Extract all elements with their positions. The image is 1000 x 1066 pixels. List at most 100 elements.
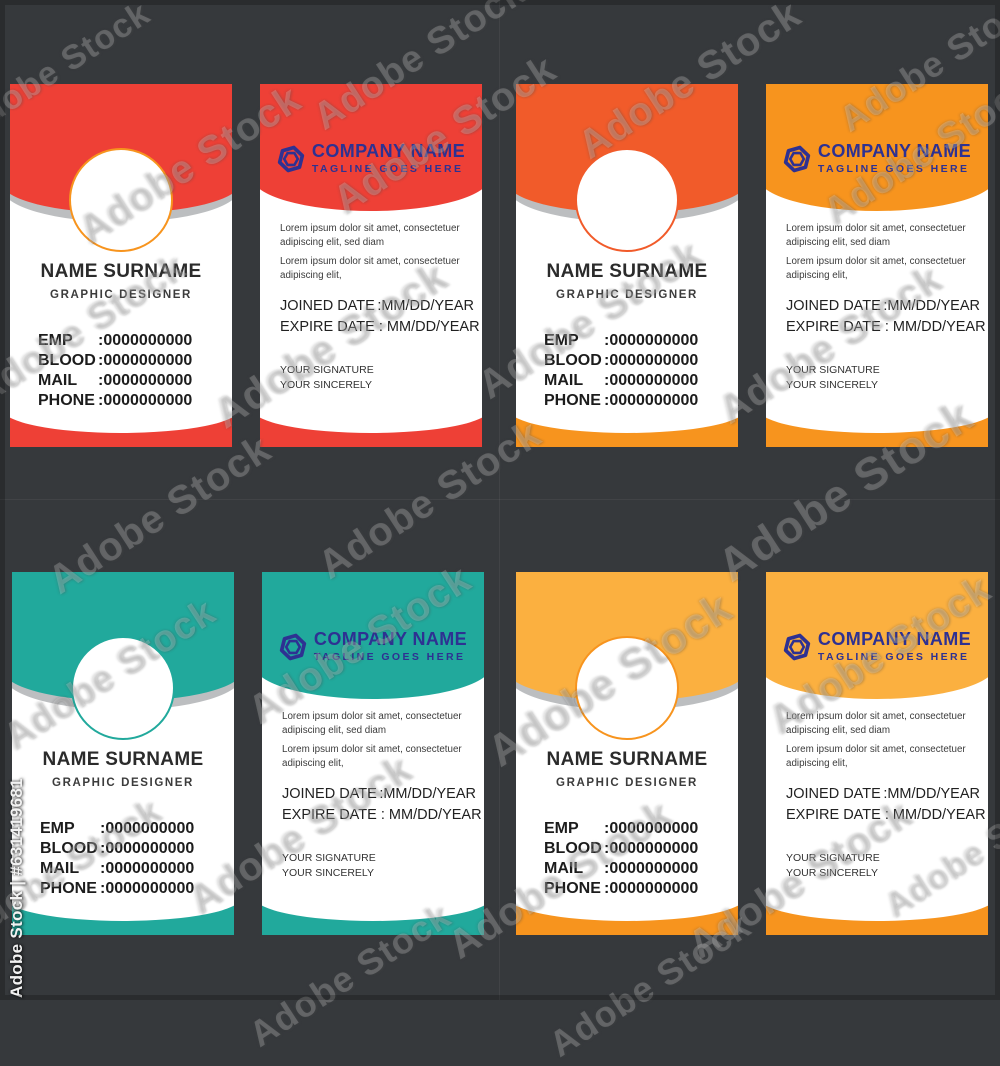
signature-line-1: YOUR SIGNATURE (786, 364, 880, 376)
employee-name: NAME SURNAME (40, 261, 202, 282)
joined-date-value: :MM/DD/YEAR (379, 786, 476, 802)
employee-role: GRAPHIC DESIGNER (556, 289, 698, 301)
field-row-blood: BLOOD :0000000000 (544, 351, 698, 371)
field-value: :0000000000 (98, 372, 193, 389)
field-value: :0000000000 (604, 372, 699, 389)
field-label: MAIL (544, 860, 584, 877)
field-label: BLOOD (544, 352, 602, 369)
joined-date-label: JOINED DATE (786, 298, 881, 314)
expire-date-row: EXPIRE DATE : MM/DD/YEAR (786, 805, 986, 826)
lorem-line: Lorem ipsum dolor sit amet, consectetuer (786, 744, 966, 755)
field-value: :0000000000 (98, 332, 193, 349)
employee-fields: EMP :0000000000 BLOOD :0000000000 MAIL :… (40, 819, 194, 899)
id-card-pair-orange: NAME SURNAME GRAPHIC DESIGNER EMP :00000… (516, 84, 988, 447)
employee-fields: EMP :0000000000 BLOOD :0000000000 MAIL :… (38, 331, 192, 411)
date-section: JOINED DATE :MM/DD/YEAR EXPIRE DATE : MM… (786, 784, 986, 826)
brand-text: COMPANY NAME TAGLINE GOES HERE (818, 142, 971, 176)
expire-date-label: EXPIRE DATE : (786, 807, 889, 823)
signature-section: YOUR SIGNATURE YOUR SINCERELY (786, 851, 980, 881)
field-row-emp: EMP :0000000000 (38, 331, 192, 351)
date-section: JOINED DATE :MM/DD/YEAR EXPIRE DATE : MM… (786, 296, 986, 338)
field-row-emp: EMP :0000000000 (544, 819, 698, 839)
company-tagline: TAGLINE GOES HERE (313, 651, 466, 663)
id-card-front: NAME SURNAME GRAPHIC DESIGNER EMP :00000… (516, 84, 738, 447)
expire-date-row: EXPIRE DATE : MM/DD/YEAR (280, 317, 480, 338)
pair-slot-teal: NAME SURNAME GRAPHIC DESIGNER EMP :00000… (12, 572, 484, 935)
brand-text: COMPANY NAME TAGLINE GOES HERE (311, 142, 465, 176)
field-value: :0000000000 (604, 332, 699, 349)
expire-date-value: MM/DD/YEAR (892, 319, 986, 335)
lorem-paragraph-2: Lorem ipsum dolor sit amet, consectetuer… (280, 255, 474, 283)
lorem-paragraph-2: Lorem ipsum dolor sit amet, consectetuer… (786, 255, 980, 283)
front-footer-mask (516, 841, 738, 921)
expire-date-row: EXPIRE DATE : MM/DD/YEAR (282, 805, 482, 826)
field-label: BLOOD (544, 840, 602, 857)
lorem-line: Lorem ipsum dolor sit amet, consectetuer (282, 711, 462, 722)
field-row-mail: MAIL :0000000000 (38, 371, 192, 391)
back-header-curve (766, 84, 988, 211)
date-section: JOINED DATE :MM/DD/YEAR EXPIRE DATE : MM… (280, 296, 480, 338)
lorem-line: Lorem ipsum dolor sit amet, consectetuer (786, 711, 966, 722)
field-row-emp: EMP :0000000000 (40, 819, 194, 839)
watermark-grid-line (0, 499, 1000, 500)
hexagon-logo-icon (277, 145, 305, 172)
back-footer-mask (766, 841, 988, 921)
employee-role: GRAPHIC DESIGNER (556, 777, 698, 789)
lorem-line: adipiscing elit, sed diam (280, 237, 385, 248)
lorem-line: Lorem ipsum dolor sit amet, consectetuer (280, 223, 460, 234)
joined-date-value: :MM/DD/YEAR (377, 298, 474, 314)
company-tagline: TAGLINE GOES HERE (311, 163, 464, 175)
brand-text: COMPANY NAME TAGLINE GOES HERE (313, 629, 468, 664)
field-row-mail: MAIL :0000000000 (40, 859, 194, 879)
joined-date-row: JOINED DATE :MM/DD/YEAR (786, 784, 980, 805)
field-value: :0000000000 (604, 860, 699, 877)
back-footer-mask (766, 353, 988, 433)
lorem-line: Lorem ipsum dolor sit amet, consectetuer (282, 744, 462, 755)
lorem-line: Lorem ipsum dolor sit amet, consectetuer (786, 256, 966, 267)
field-value: :0000000000 (100, 860, 195, 877)
back-header-curve (260, 84, 482, 211)
signature-line-2: YOUR SINCERELY (786, 379, 878, 391)
id-card-front: NAME SURNAME GRAPHIC DESIGNER EMP :00000… (10, 84, 232, 447)
expire-date-label: EXPIRE DATE : (280, 319, 383, 335)
lorem-paragraph-2: Lorem ipsum dolor sit amet, consectetuer… (786, 743, 980, 771)
field-value: :0000000000 (604, 352, 699, 369)
signature-line-1: YOUR SIGNATURE (280, 364, 374, 376)
company-brand: COMPANY NAME TAGLINE GOES HERE (260, 142, 482, 175)
front-footer-mask (10, 353, 232, 433)
expire-date-row: EXPIRE DATE : MM/DD/YEAR (786, 317, 986, 338)
field-label: PHONE (544, 392, 601, 409)
id-card-pair-teal: NAME SURNAME GRAPHIC DESIGNER EMP :00000… (12, 572, 484, 935)
joined-date-value: :MM/DD/YEAR (883, 786, 980, 802)
field-row-emp: EMP :0000000000 (544, 331, 698, 351)
field-label: MAIL (38, 372, 78, 389)
signature-section: YOUR SIGNATURE YOUR SINCERELY (786, 363, 980, 393)
field-label: EMP (544, 332, 579, 349)
field-label: EMP (544, 820, 579, 837)
company-tagline: TAGLINE GOES HERE (817, 651, 970, 663)
field-value: :0000000000 (604, 840, 699, 857)
back-header-curve (262, 572, 484, 699)
back-body: Lorem ipsum dolor sit amet, consectetuer… (280, 222, 480, 393)
company-brand: COMPANY NAME TAGLINE GOES HERE (262, 630, 484, 663)
expire-date-value: MM/DD/YEAR (388, 807, 482, 823)
field-label: PHONE (40, 880, 97, 897)
company-brand: COMPANY NAME TAGLINE GOES HERE (766, 142, 988, 175)
back-body: Lorem ipsum dolor sit amet, consectetuer… (282, 710, 482, 881)
id-card-back: COMPANY NAME TAGLINE GOES HERE Lorem ips… (260, 84, 482, 447)
back-body: Lorem ipsum dolor sit amet, consectetuer… (786, 710, 986, 881)
photo-placeholder-circle (69, 148, 173, 252)
field-label: PHONE (38, 392, 95, 409)
joined-date-row: JOINED DATE :MM/DD/YEAR (786, 296, 980, 317)
employee-role: GRAPHIC DESIGNER (52, 777, 194, 789)
field-label: EMP (38, 332, 73, 349)
front-footer-mask (12, 841, 234, 921)
field-value: :0000000000 (100, 880, 195, 897)
field-row-blood: BLOOD :0000000000 (40, 839, 194, 859)
employee-name: NAME SURNAME (42, 749, 204, 770)
field-label: MAIL (544, 372, 584, 389)
company-name: COMPANY NAME (313, 629, 468, 649)
field-row-phone: PHONE :0000000000 (38, 391, 192, 411)
id-card-back: COMPANY NAME TAGLINE GOES HERE Lorem ips… (262, 572, 484, 935)
